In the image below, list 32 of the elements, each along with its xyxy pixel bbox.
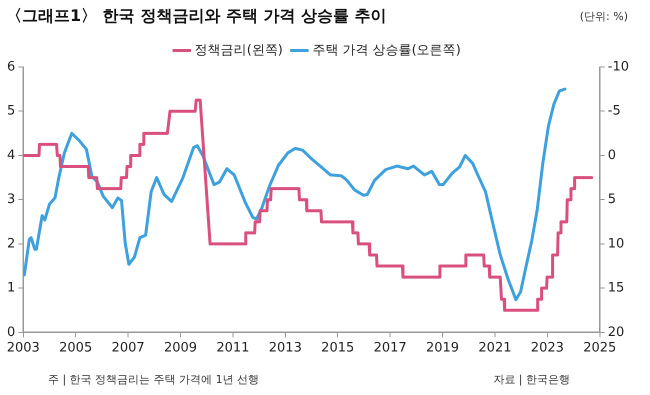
- text: 주 | 한국 정책금리는 주택 가격에 1년 선행: [48, 372, 260, 387]
- text: 자료 | 한국은행: [493, 372, 570, 387]
- x-tick-label: 2003: [6, 340, 40, 356]
- y-tick-label: 1: [6, 280, 16, 296]
- y-tick-label: 5: [6, 104, 16, 119]
- y-tick-label: 4: [6, 148, 16, 163]
- x-tick-label: 2007: [112, 340, 145, 356]
- y2-tick-label: -10: [608, 59, 629, 74]
- x-tick-label: 2025: [583, 340, 616, 356]
- y-tick-label: 0: [6, 324, 16, 340]
- x-tick-label: 2019: [426, 340, 460, 356]
- legend-label: 정책금리(왼쪽): [194, 42, 283, 58]
- y2-tick-label: 0: [608, 148, 616, 163]
- y-tick-label: 6: [6, 59, 16, 74]
- y-tick-label: 2: [6, 236, 16, 252]
- x-tick-label: 2009: [164, 340, 198, 356]
- y2-tick-label: 5: [608, 192, 616, 208]
- x-tick-label: 2023: [530, 340, 564, 356]
- y2-tick-label: 20: [608, 324, 624, 340]
- y2-tick-label: -5: [608, 104, 621, 119]
- x-tick-label: 2011: [216, 340, 250, 356]
- text: (단위: %): [580, 9, 628, 24]
- x-tick-label: 2017: [374, 340, 407, 356]
- x-tick-label: 2013: [268, 340, 302, 356]
- y-tick-label: 3: [6, 192, 16, 208]
- y2-tick-label: 10: [608, 236, 624, 252]
- x-tick-label: 2005: [59, 340, 92, 356]
- x-tick-label: 2015: [321, 340, 354, 356]
- x-tick-label: 2021: [478, 340, 512, 356]
- chart-title: 〈그래프1〉 한국 정책금리와 주택 가격 상승률 추이: [6, 6, 387, 27]
- y2-tick-label: 15: [608, 280, 624, 296]
- legend-label: 주택 가격 상승률(오른쪽): [312, 42, 461, 58]
